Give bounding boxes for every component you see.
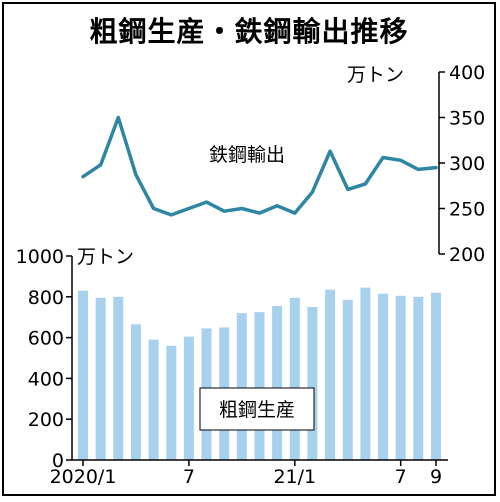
line-point-9 (240, 207, 243, 210)
x-tick-label-1: 7 (183, 466, 195, 488)
line-point-15 (346, 188, 349, 191)
bar-series-label: 粗鋼生産 (219, 399, 295, 421)
line-point-6 (187, 207, 191, 210)
bar-series-label-box (199, 387, 315, 431)
bar-3 (130, 324, 141, 460)
line-point-18 (399, 159, 402, 162)
right-tick-label-2: 300 (449, 153, 485, 175)
bar-16 (360, 287, 371, 460)
x-ticks: 2020/1 7 21/1 7 9 (50, 460, 442, 488)
chart-svg: 0 200 400 600 800 1000 200 250 300 350 400 2020/1… (16, 62, 486, 488)
bar-17 (378, 293, 388, 460)
left-tick-label-5: 1000 (16, 246, 64, 268)
line-point-2 (117, 116, 120, 119)
bar-1 (95, 297, 106, 460)
line-point-1 (99, 163, 102, 166)
line-point-19 (417, 168, 420, 171)
bar-18 (395, 295, 406, 460)
line-point-10 (258, 211, 261, 215)
left-tick-label-2: 400 (28, 368, 64, 390)
bar-2 (113, 296, 124, 460)
line-point-12 (293, 211, 296, 215)
line-series-group (81, 115, 438, 217)
left-tick-label-3: 600 (28, 328, 64, 350)
bar-14 (325, 289, 336, 460)
bar-series-group (78, 287, 441, 460)
bar-4 (148, 339, 159, 460)
right-tick-label-0: 200 (449, 244, 485, 266)
x-tick-label-4: 9 (430, 466, 442, 488)
right-tick-label-1: 250 (449, 199, 485, 221)
left-tick-label-1: 200 (28, 409, 64, 431)
line-point-8 (223, 210, 226, 213)
line-point-5 (170, 213, 173, 217)
bar-11 (272, 306, 283, 460)
line-point-7 (205, 200, 208, 204)
right-tick-label-4: 400 (449, 62, 485, 84)
line-series-path (81, 115, 438, 217)
bar-9 (236, 313, 247, 460)
line-unit-label: 万トン (347, 64, 404, 86)
left-tick-label-0: 0 (52, 450, 64, 472)
line-point-3 (134, 173, 138, 176)
line-point-20 (434, 166, 438, 169)
bar-15 (342, 299, 353, 460)
line-point-17 (381, 156, 385, 159)
chart-frame: 粗鋼生産・鉄鋼輸出推移 0 200 400 600 800 1000 200 250 300 3… (2, 2, 496, 496)
line-series-label: 鉄鋼輸出 (209, 144, 285, 166)
x-tick-label-3: 7 (395, 466, 407, 488)
bar-13 (307, 307, 318, 460)
chart-title: 粗鋼生産・鉄鋼輸出推移 (89, 15, 409, 48)
bar-unit-label: 万トン (77, 246, 134, 268)
bar-0 (78, 290, 88, 460)
right-y-ticks: 200 250 300 350 400 (439, 62, 485, 266)
left-y-ticks: 0 200 400 600 800 1000 (16, 246, 72, 472)
bar-10 (254, 312, 265, 460)
x-tick-label-0: 2020/1 (50, 466, 117, 488)
right-tick-label-3: 350 (449, 108, 485, 130)
line-point-13 (311, 190, 314, 194)
bar-5 (166, 345, 177, 460)
line-point-14 (328, 150, 332, 153)
line-point-0 (81, 175, 85, 178)
x-tick-label-2: 21/1 (273, 466, 316, 488)
line-point-16 (364, 182, 367, 186)
bar-12 (289, 297, 300, 460)
bar-19 (413, 296, 424, 460)
line-point-4 (152, 207, 155, 210)
line-point-11 (275, 204, 279, 207)
bar-20 (431, 292, 441, 460)
left-tick-label-4: 800 (28, 287, 64, 309)
bar-6 (183, 336, 194, 460)
